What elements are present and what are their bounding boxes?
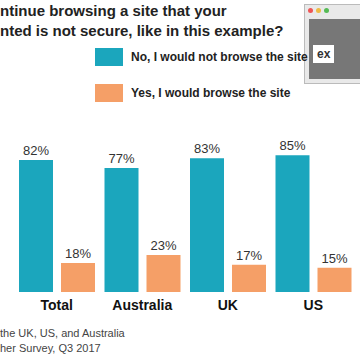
svg-text:18%: 18%	[65, 246, 91, 261]
html-text:nted is not secure, like in th: nted is not secure, like in this example…	[0, 22, 284, 39]
html-text:Yes, I would browse the site: Yes, I would browse the site	[131, 86, 291, 100]
svg-text:17%: 17%	[236, 248, 262, 263]
html-text:the UK, US, and Australia: the UK, US, and Australia	[0, 327, 125, 339]
svg-text:Total: Total	[41, 297, 73, 313]
svg-text:15%: 15%	[321, 251, 347, 266]
svg-text:82%: 82%	[23, 143, 49, 158]
svg-text:US: US	[304, 297, 323, 313]
html-text:her Survey, Q3 2017: her Survey, Q3 2017	[0, 342, 101, 354]
svg-text:77%: 77%	[108, 151, 134, 166]
svg-text:23%: 23%	[150, 238, 176, 253]
html-text:No, I would not browse the sit: No, I would not browse the site	[131, 50, 308, 64]
svg-text:85%: 85%	[279, 138, 305, 153]
svg-text:UK: UK	[218, 297, 238, 313]
html-text:ex: ex	[317, 47, 331, 61]
svg-text:Australia: Australia	[112, 297, 172, 313]
svg-text:83%: 83%	[194, 141, 220, 156]
html-text:ntinue browsing a site that yo: ntinue browsing a site that your	[0, 2, 227, 19]
